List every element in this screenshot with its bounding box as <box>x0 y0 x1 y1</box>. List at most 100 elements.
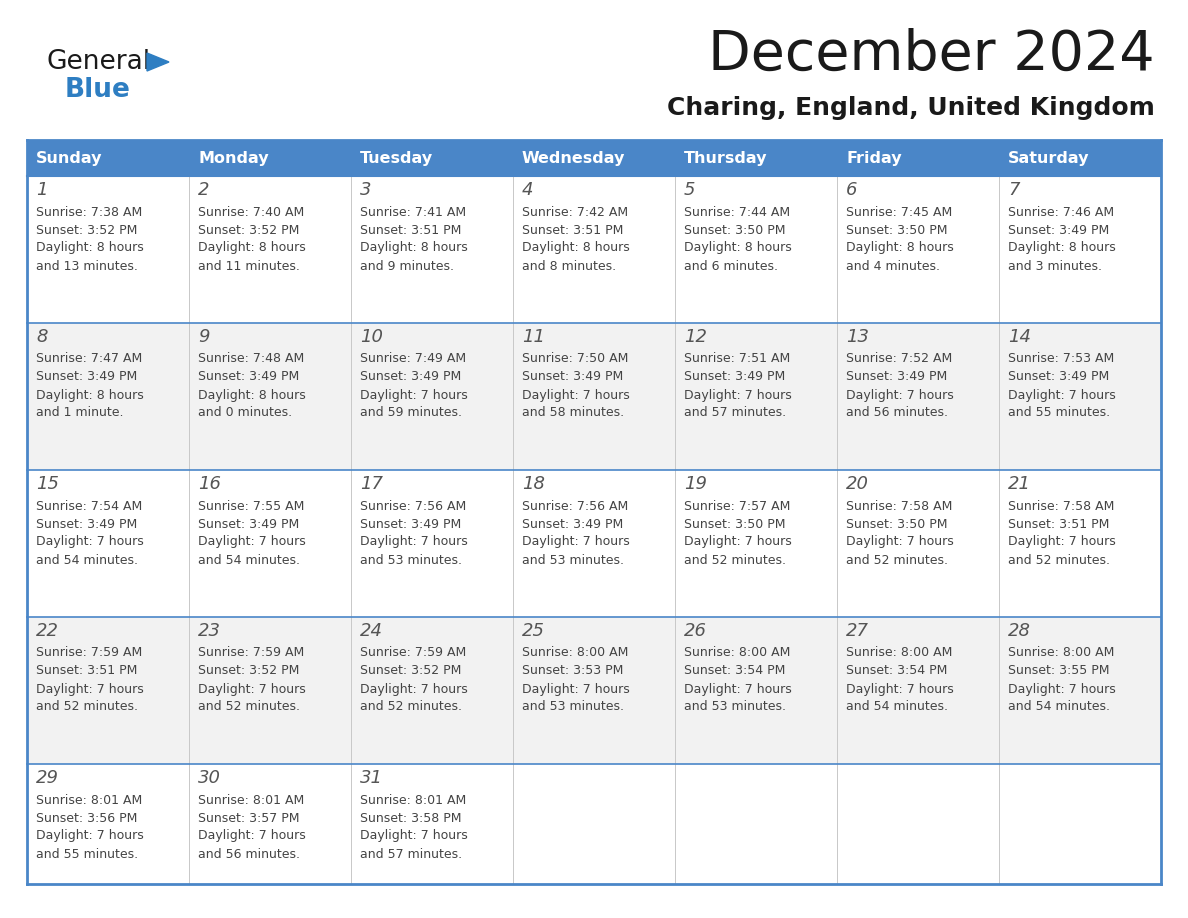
Text: Sunrise: 8:00 AM: Sunrise: 8:00 AM <box>684 646 790 659</box>
Bar <box>27 617 189 764</box>
Text: Daylight: 7 hours: Daylight: 7 hours <box>1007 535 1116 548</box>
Text: Daylight: 7 hours: Daylight: 7 hours <box>684 682 791 696</box>
Text: December 2024: December 2024 <box>708 28 1155 82</box>
Text: Sunrise: 7:41 AM: Sunrise: 7:41 AM <box>360 206 466 218</box>
Text: Sunrise: 7:48 AM: Sunrise: 7:48 AM <box>198 353 304 365</box>
Text: Sunrise: 7:59 AM: Sunrise: 7:59 AM <box>360 646 466 659</box>
Bar <box>675 323 838 470</box>
Text: Saturday: Saturday <box>1007 151 1089 165</box>
Text: Daylight: 7 hours: Daylight: 7 hours <box>360 388 468 401</box>
Text: Daylight: 8 hours: Daylight: 8 hours <box>36 241 144 254</box>
Text: 24: 24 <box>360 622 383 640</box>
Text: and 13 minutes.: and 13 minutes. <box>36 260 138 273</box>
Text: 12: 12 <box>684 328 707 346</box>
Text: and 57 minutes.: and 57 minutes. <box>360 847 462 860</box>
Bar <box>999 140 1161 176</box>
Bar <box>838 323 999 470</box>
Text: 21: 21 <box>1007 475 1031 493</box>
Text: Sunrise: 7:56 AM: Sunrise: 7:56 AM <box>360 499 466 512</box>
Text: Sunset: 3:49 PM: Sunset: 3:49 PM <box>36 371 138 384</box>
Text: Friday: Friday <box>846 151 902 165</box>
Bar <box>27 140 189 176</box>
Text: and 52 minutes.: and 52 minutes. <box>846 554 948 566</box>
Text: and 54 minutes.: and 54 minutes. <box>198 554 301 566</box>
Bar <box>838 140 999 176</box>
Bar <box>513 470 675 617</box>
Text: 13: 13 <box>846 328 868 346</box>
Text: Sunset: 3:51 PM: Sunset: 3:51 PM <box>360 223 461 237</box>
Text: and 55 minutes.: and 55 minutes. <box>1007 407 1110 420</box>
Text: 2: 2 <box>198 181 209 199</box>
Text: Sunrise: 8:00 AM: Sunrise: 8:00 AM <box>1007 646 1114 659</box>
Bar <box>189 617 350 764</box>
Text: and 52 minutes.: and 52 minutes. <box>36 700 138 713</box>
Text: Sunset: 3:52 PM: Sunset: 3:52 PM <box>36 223 138 237</box>
Text: Daylight: 8 hours: Daylight: 8 hours <box>846 241 954 254</box>
Text: and 4 minutes.: and 4 minutes. <box>846 260 940 273</box>
Bar <box>189 323 350 470</box>
Text: Daylight: 7 hours: Daylight: 7 hours <box>36 682 144 696</box>
Text: 30: 30 <box>198 769 221 787</box>
Text: 4: 4 <box>522 181 533 199</box>
Bar <box>189 764 350 884</box>
Text: and 9 minutes.: and 9 minutes. <box>360 260 454 273</box>
Text: and 56 minutes.: and 56 minutes. <box>846 407 948 420</box>
Text: and 0 minutes.: and 0 minutes. <box>198 407 292 420</box>
Text: 25: 25 <box>522 622 545 640</box>
Text: 3: 3 <box>360 181 372 199</box>
Bar <box>675 764 838 884</box>
Text: 11: 11 <box>522 328 545 346</box>
Text: Sunset: 3:54 PM: Sunset: 3:54 PM <box>846 665 947 677</box>
Text: and 52 minutes.: and 52 minutes. <box>198 700 301 713</box>
Text: Sunset: 3:49 PM: Sunset: 3:49 PM <box>360 371 461 384</box>
Bar <box>999 764 1161 884</box>
Text: Sunrise: 7:59 AM: Sunrise: 7:59 AM <box>198 646 304 659</box>
Text: Daylight: 7 hours: Daylight: 7 hours <box>522 682 630 696</box>
Text: Sunset: 3:55 PM: Sunset: 3:55 PM <box>1007 665 1110 677</box>
Text: and 53 minutes.: and 53 minutes. <box>684 700 786 713</box>
Text: and 56 minutes.: and 56 minutes. <box>198 847 301 860</box>
Text: and 3 minutes.: and 3 minutes. <box>1007 260 1102 273</box>
Bar <box>999 323 1161 470</box>
Text: Daylight: 7 hours: Daylight: 7 hours <box>846 535 954 548</box>
Text: Sunset: 3:49 PM: Sunset: 3:49 PM <box>36 518 138 531</box>
Text: Daylight: 7 hours: Daylight: 7 hours <box>36 830 144 843</box>
Bar <box>513 140 675 176</box>
Text: and 1 minute.: and 1 minute. <box>36 407 124 420</box>
Text: 17: 17 <box>360 475 383 493</box>
Text: 23: 23 <box>198 622 221 640</box>
Text: Sunrise: 7:53 AM: Sunrise: 7:53 AM <box>1007 353 1114 365</box>
Text: 8: 8 <box>36 328 48 346</box>
Text: and 8 minutes.: and 8 minutes. <box>522 260 617 273</box>
Bar <box>675 140 838 176</box>
Text: and 52 minutes.: and 52 minutes. <box>1007 554 1110 566</box>
Text: Sunrise: 8:00 AM: Sunrise: 8:00 AM <box>846 646 953 659</box>
Text: Daylight: 8 hours: Daylight: 8 hours <box>522 241 630 254</box>
Bar <box>999 617 1161 764</box>
Text: Daylight: 7 hours: Daylight: 7 hours <box>198 830 305 843</box>
Text: Sunrise: 7:58 AM: Sunrise: 7:58 AM <box>846 499 953 512</box>
Text: 9: 9 <box>198 328 209 346</box>
Bar <box>838 470 999 617</box>
Text: and 53 minutes.: and 53 minutes. <box>522 700 624 713</box>
Text: Blue: Blue <box>65 77 131 103</box>
Text: Sunset: 3:50 PM: Sunset: 3:50 PM <box>684 223 785 237</box>
Text: Sunset: 3:49 PM: Sunset: 3:49 PM <box>522 371 624 384</box>
Text: Sunset: 3:49 PM: Sunset: 3:49 PM <box>360 518 461 531</box>
Text: Sunrise: 7:38 AM: Sunrise: 7:38 AM <box>36 206 143 218</box>
Text: Sunset: 3:49 PM: Sunset: 3:49 PM <box>1007 223 1110 237</box>
Bar <box>27 176 189 323</box>
Bar <box>350 617 513 764</box>
Text: 31: 31 <box>360 769 383 787</box>
Text: Sunrise: 7:42 AM: Sunrise: 7:42 AM <box>522 206 628 218</box>
Text: 16: 16 <box>198 475 221 493</box>
Text: Daylight: 7 hours: Daylight: 7 hours <box>360 682 468 696</box>
Bar <box>27 764 189 884</box>
Text: Daylight: 8 hours: Daylight: 8 hours <box>1007 241 1116 254</box>
Text: 26: 26 <box>684 622 707 640</box>
Text: Daylight: 8 hours: Daylight: 8 hours <box>198 388 305 401</box>
Text: Sunset: 3:49 PM: Sunset: 3:49 PM <box>846 371 947 384</box>
Text: Daylight: 7 hours: Daylight: 7 hours <box>684 388 791 401</box>
Text: Sunset: 3:49 PM: Sunset: 3:49 PM <box>1007 371 1110 384</box>
Text: 6: 6 <box>846 181 858 199</box>
